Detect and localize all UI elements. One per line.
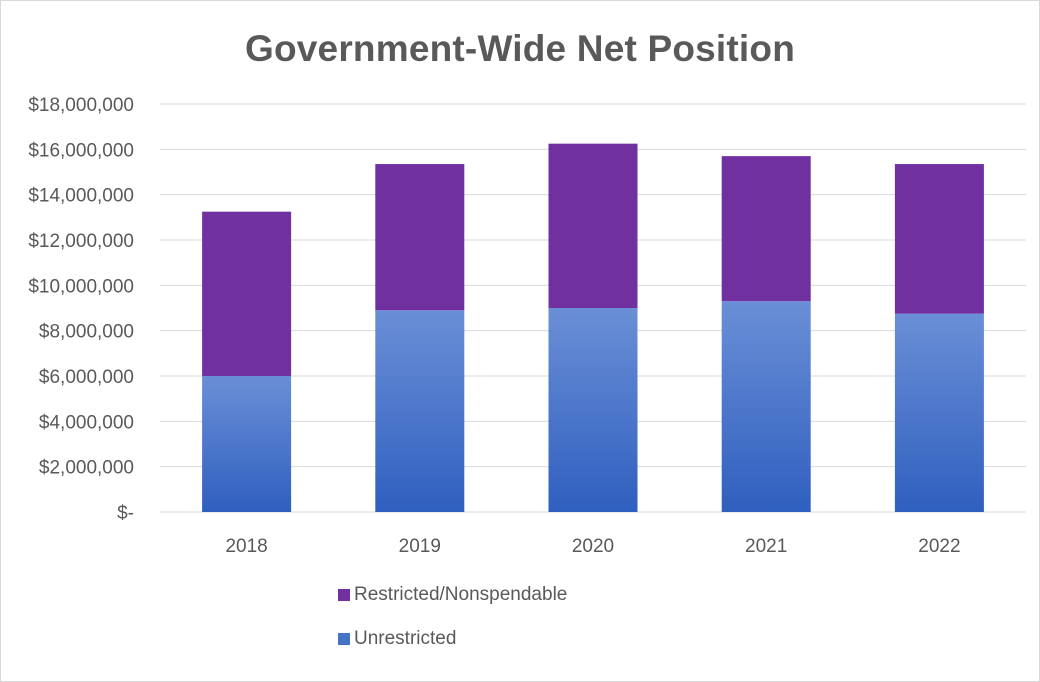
y-tick-label: $10,000,000 xyxy=(28,276,134,297)
legend-item-unrestricted: Unrestricted xyxy=(338,627,567,651)
legend-label-unrestricted: Unrestricted xyxy=(354,628,457,649)
x-tick-label: 2019 xyxy=(399,536,441,557)
x-tick-label: 2021 xyxy=(745,536,787,557)
y-tick-label: $16,000,000 xyxy=(28,140,134,161)
x-tick-label: 2020 xyxy=(572,536,614,557)
legend-label-restricted: Restricted/Nonspendable xyxy=(354,584,568,605)
bar-restricted-nonspendable-2022 xyxy=(894,164,984,314)
chart-title: Government-Wide Net Position xyxy=(244,28,796,69)
bar-unrestricted-2022 xyxy=(894,313,984,512)
legend-item-restricted: Restricted/Nonspendable xyxy=(338,583,567,607)
x-tick-label: 2022 xyxy=(918,536,960,557)
y-tick-label: $6,000,000 xyxy=(39,367,134,388)
x-axis-ticks: 2018 2019 2020 2021 2022 xyxy=(225,536,960,557)
bar-unrestricted-2021 xyxy=(721,301,811,512)
y-tick-label: $2,000,000 xyxy=(39,458,134,479)
x-tick-label: 2018 xyxy=(225,536,267,557)
legend-swatch-restricted xyxy=(338,589,350,601)
bar-restricted-nonspendable-2019 xyxy=(375,164,465,311)
bar-unrestricted-2019 xyxy=(375,310,465,512)
y-tick-label: $12,000,000 xyxy=(28,231,134,252)
y-axis-ticks: $- $2,000,000 $4,000,000 $6,000,000 $8,000,0… xyxy=(28,95,134,524)
y-tick-label: $18,000,000 xyxy=(28,95,134,116)
bar-restricted-nonspendable-2018 xyxy=(202,211,292,376)
legend: Restricted/Nonspendable Unrestricted xyxy=(338,583,567,671)
y-tick-label: $14,000,000 xyxy=(28,186,134,207)
bar-restricted-nonspendable-2020 xyxy=(548,143,638,308)
bar-restricted-nonspendable-2021 xyxy=(721,156,811,302)
bars xyxy=(202,143,984,512)
bar-unrestricted-2018 xyxy=(202,376,292,512)
y-tick-label: $4,000,000 xyxy=(39,412,134,433)
bar-unrestricted-2020 xyxy=(548,308,638,512)
y-tick-label: $- xyxy=(117,503,134,524)
y-tick-label: $8,000,000 xyxy=(39,322,134,343)
legend-swatch-unrestricted xyxy=(338,633,350,645)
